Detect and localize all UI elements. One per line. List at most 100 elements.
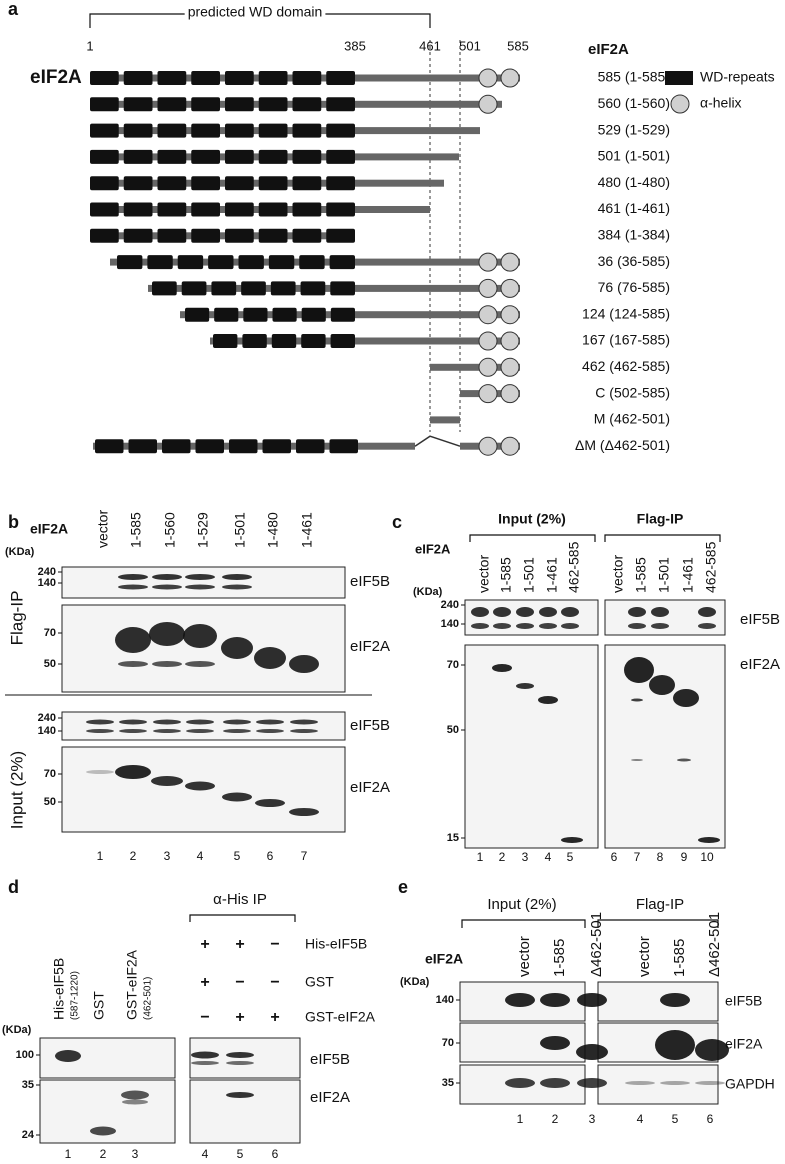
blot-band bbox=[695, 1039, 729, 1061]
wd-repeat bbox=[296, 439, 325, 454]
construct-label: 585 (1-585) bbox=[598, 69, 670, 85]
wd-repeat bbox=[152, 281, 177, 296]
blot-band bbox=[698, 623, 716, 629]
wd-repeat bbox=[258, 71, 288, 85]
marker-label: 240 bbox=[38, 566, 56, 578]
alpha-helix bbox=[500, 252, 520, 272]
lane-number: 3 bbox=[132, 1147, 139, 1161]
wd-repeat bbox=[292, 202, 322, 217]
blot-band bbox=[561, 607, 579, 617]
blot-box bbox=[597, 1064, 719, 1105]
blot-box bbox=[61, 604, 346, 693]
group-label: Flag-IP bbox=[636, 896, 684, 913]
group-label: Input (2%) bbox=[487, 896, 556, 913]
blot-box bbox=[189, 1079, 301, 1144]
condition-sign: − bbox=[270, 936, 279, 953]
wd-repeat bbox=[292, 149, 322, 164]
wd-repeat bbox=[191, 71, 220, 85]
condition-sign: − bbox=[200, 1009, 209, 1026]
wd-repeat bbox=[123, 149, 153, 164]
marker-label: 140 bbox=[38, 725, 56, 737]
lane-label: 1-480 bbox=[265, 512, 281, 548]
marker-label: 50 bbox=[447, 724, 459, 736]
blot-label: eIF5B bbox=[725, 993, 762, 1009]
blot-band bbox=[223, 729, 251, 733]
position-label: 501 bbox=[459, 38, 481, 53]
deletion-gap bbox=[414, 435, 461, 447]
blot-band bbox=[118, 584, 148, 590]
blot-label: eIF2A bbox=[725, 1036, 763, 1052]
blot-band bbox=[577, 993, 607, 1007]
construct-label: 560 (1-560) bbox=[598, 95, 670, 111]
unit-label: (KDa) bbox=[400, 976, 430, 988]
wd-repeat bbox=[95, 439, 124, 454]
blot-band bbox=[651, 623, 669, 629]
lane-number: 1 bbox=[477, 850, 484, 864]
wd-repeat bbox=[330, 334, 355, 348]
wd-repeat bbox=[292, 176, 322, 191]
blot-band bbox=[540, 1078, 570, 1088]
blot-band bbox=[649, 675, 675, 695]
construct-label: C (502-585) bbox=[595, 384, 670, 400]
alpha-helix bbox=[500, 278, 520, 298]
construct-label: eIF2A bbox=[30, 521, 68, 537]
unit-label: (KDa) bbox=[413, 586, 443, 598]
construct-label: 462 (462-585) bbox=[582, 358, 670, 374]
wd-repeat bbox=[90, 71, 119, 85]
blot-box bbox=[604, 599, 726, 636]
blot-band bbox=[115, 765, 151, 779]
blot-label: eIF2A bbox=[350, 779, 390, 796]
blot-band bbox=[185, 781, 215, 791]
lane-label: 1-461 bbox=[299, 512, 315, 548]
alpha-helix bbox=[478, 252, 498, 272]
lane-label: 462-585 bbox=[566, 541, 582, 593]
marker-label: 35 bbox=[442, 1077, 454, 1089]
construct-label: 36 (36-585) bbox=[598, 253, 670, 269]
blot-label: GAPDH bbox=[725, 1076, 775, 1092]
wd-repeat bbox=[292, 123, 322, 138]
wd-repeat bbox=[123, 71, 153, 85]
wd-repeat bbox=[299, 255, 325, 270]
position-label: 585 bbox=[507, 38, 529, 53]
blot-band bbox=[577, 1078, 607, 1088]
alpha-helix bbox=[500, 384, 520, 404]
marker-label: 70 bbox=[442, 1037, 454, 1049]
marker-label: 240 bbox=[441, 599, 459, 611]
blot-band bbox=[698, 607, 716, 617]
lane-number: 8 bbox=[657, 850, 664, 864]
construct-label: 501 (1-501) bbox=[598, 148, 670, 164]
wd-repeat bbox=[229, 439, 258, 454]
wd-repeat bbox=[225, 202, 254, 217]
blot-band bbox=[226, 1052, 254, 1058]
wd-repeat bbox=[258, 176, 288, 191]
blot-band bbox=[631, 698, 643, 702]
wd-repeat bbox=[225, 97, 254, 112]
construct-label: M (462-501) bbox=[594, 411, 670, 427]
marker-label: 70 bbox=[447, 659, 459, 671]
domain-label: predicted WD domain bbox=[188, 4, 323, 20]
lane-number: 4 bbox=[202, 1147, 209, 1161]
alpha-helix bbox=[478, 436, 498, 456]
construct-line bbox=[430, 416, 460, 424]
wd-repeat bbox=[329, 255, 355, 270]
blot-band bbox=[471, 623, 489, 629]
blot-label: eIF5B bbox=[350, 717, 390, 734]
blot-band bbox=[660, 993, 690, 1007]
lane-number: 5 bbox=[237, 1147, 244, 1161]
blot-band bbox=[153, 719, 181, 725]
lane-number: 4 bbox=[545, 850, 552, 864]
lane-range: (462-501) bbox=[143, 977, 154, 1020]
blot-box bbox=[61, 711, 346, 741]
alpha-helix bbox=[478, 68, 498, 88]
panel-letter: d bbox=[8, 877, 19, 897]
wd-repeat bbox=[191, 202, 220, 217]
wd-repeat bbox=[123, 202, 153, 217]
blot-band bbox=[122, 1099, 148, 1105]
condition-sign: − bbox=[235, 974, 244, 991]
blot-band bbox=[539, 607, 557, 617]
blot-band bbox=[86, 719, 114, 725]
wd-repeat bbox=[330, 281, 355, 296]
blot-band bbox=[152, 661, 182, 667]
wd-repeat bbox=[157, 228, 187, 243]
